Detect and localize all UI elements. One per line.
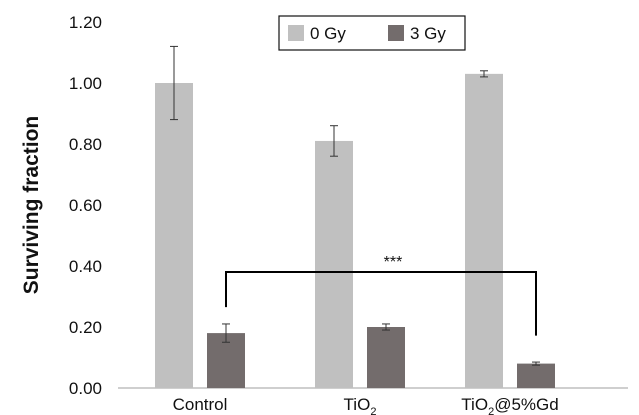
category-label: Control	[173, 395, 228, 414]
bar-3gy-1	[367, 327, 405, 388]
y-tick-label: 0.20	[69, 318, 102, 337]
bar-0gy-1	[315, 140, 353, 388]
y-tick-label: 0.60	[69, 196, 102, 215]
bar-0gy-0	[155, 83, 193, 388]
significance-annotation: ***	[225, 254, 537, 336]
legend-swatch-0gy	[288, 25, 304, 41]
y-axis-label: Surviving fraction	[20, 116, 43, 295]
y-tick-label: 0.00	[69, 379, 102, 398]
y-tick-label: 0.40	[69, 257, 102, 276]
significance-bracket	[225, 271, 537, 336]
bars	[155, 73, 555, 388]
y-tick-labels: 0.00 0.20 0.40 0.60 0.80 1.00 1.20	[69, 13, 102, 398]
legend-swatch-3gy	[388, 25, 404, 41]
legend-box	[278, 15, 466, 51]
legend: 0 Gy 3 Gy	[278, 15, 466, 51]
y-tick-label: 1.20	[69, 13, 102, 32]
significance-label: ***	[384, 254, 403, 271]
category-label: TiO2	[344, 395, 377, 415]
category-labels: Control TiO2 TiO2@5%Gd	[173, 395, 559, 415]
bar-0gy-2	[465, 73, 503, 388]
error-bars	[170, 45, 540, 366]
legend-label-3gy: 3 Gy	[410, 24, 446, 43]
legend-label-0gy: 0 Gy	[310, 24, 346, 43]
y-tick-label: 1.00	[69, 74, 102, 93]
bar-3gy-2	[517, 363, 555, 388]
category-label: TiO2@5%Gd	[461, 395, 558, 415]
y-tick-label: 0.80	[69, 135, 102, 154]
